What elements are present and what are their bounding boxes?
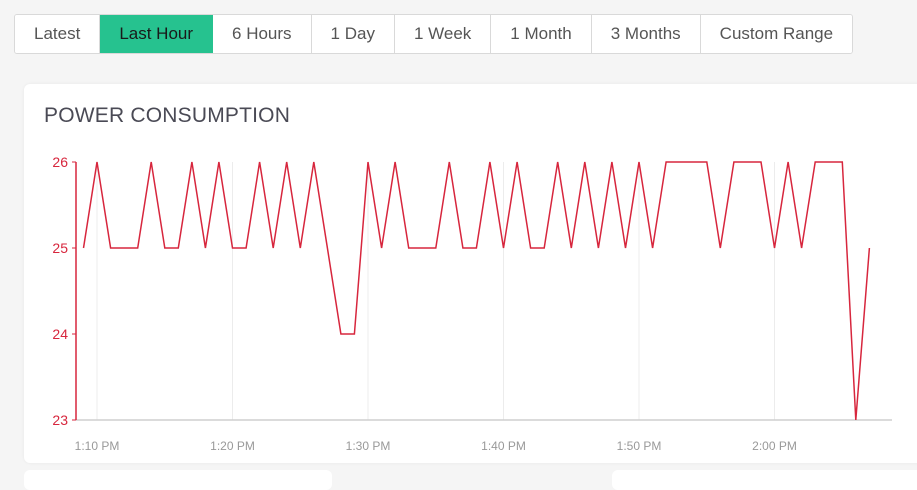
x-tick-label: 2:00 PM <box>752 439 797 453</box>
range-button-1-month[interactable]: 1 Month <box>491 15 592 53</box>
range-button-3-months[interactable]: 3 Months <box>591 15 701 53</box>
y-tick-label: 23 <box>52 412 68 428</box>
x-tick-label: 1:20 PM <box>210 439 255 453</box>
next-card-left <box>24 470 332 490</box>
x-tick-label: 1:30 PM <box>346 439 391 453</box>
x-tick-label: 1:50 PM <box>617 439 662 453</box>
x-tick-label: 1:10 PM <box>75 439 120 453</box>
power-consumption-card: POWER CONSUMPTION 1:10 PM 1:20 PM 1:30 PM 1… <box>24 84 917 463</box>
time-range-selector: Latest Last Hour 6 Hours 1 Day 1 Week 1 Month… <box>14 14 854 54</box>
range-button-6-hours[interactable]: 6 Hours <box>213 15 312 53</box>
power-consumption-line <box>82 161 871 421</box>
card-title: POWER CONSUMPTION <box>44 104 291 127</box>
next-card-right <box>612 470 917 490</box>
x-tick-label: 1:40 PM <box>481 439 526 453</box>
y-tick-label: 24 <box>52 326 68 342</box>
y-tick-label: 25 <box>52 240 68 256</box>
range-button-1-day[interactable]: 1 Day <box>311 15 395 53</box>
y-tick-label: 26 <box>52 154 68 170</box>
range-button-last-hour[interactable]: Last Hour <box>100 15 214 53</box>
power-consumption-chart: 1:10 PM 1:20 PM 1:30 PM 1:40 PM 1:50 PM 2:00 … <box>52 154 892 453</box>
range-button-latest[interactable]: Latest <box>15 15 101 53</box>
range-button-custom-range[interactable]: Custom Range <box>700 15 853 53</box>
range-button-1-week[interactable]: 1 Week <box>394 15 492 53</box>
